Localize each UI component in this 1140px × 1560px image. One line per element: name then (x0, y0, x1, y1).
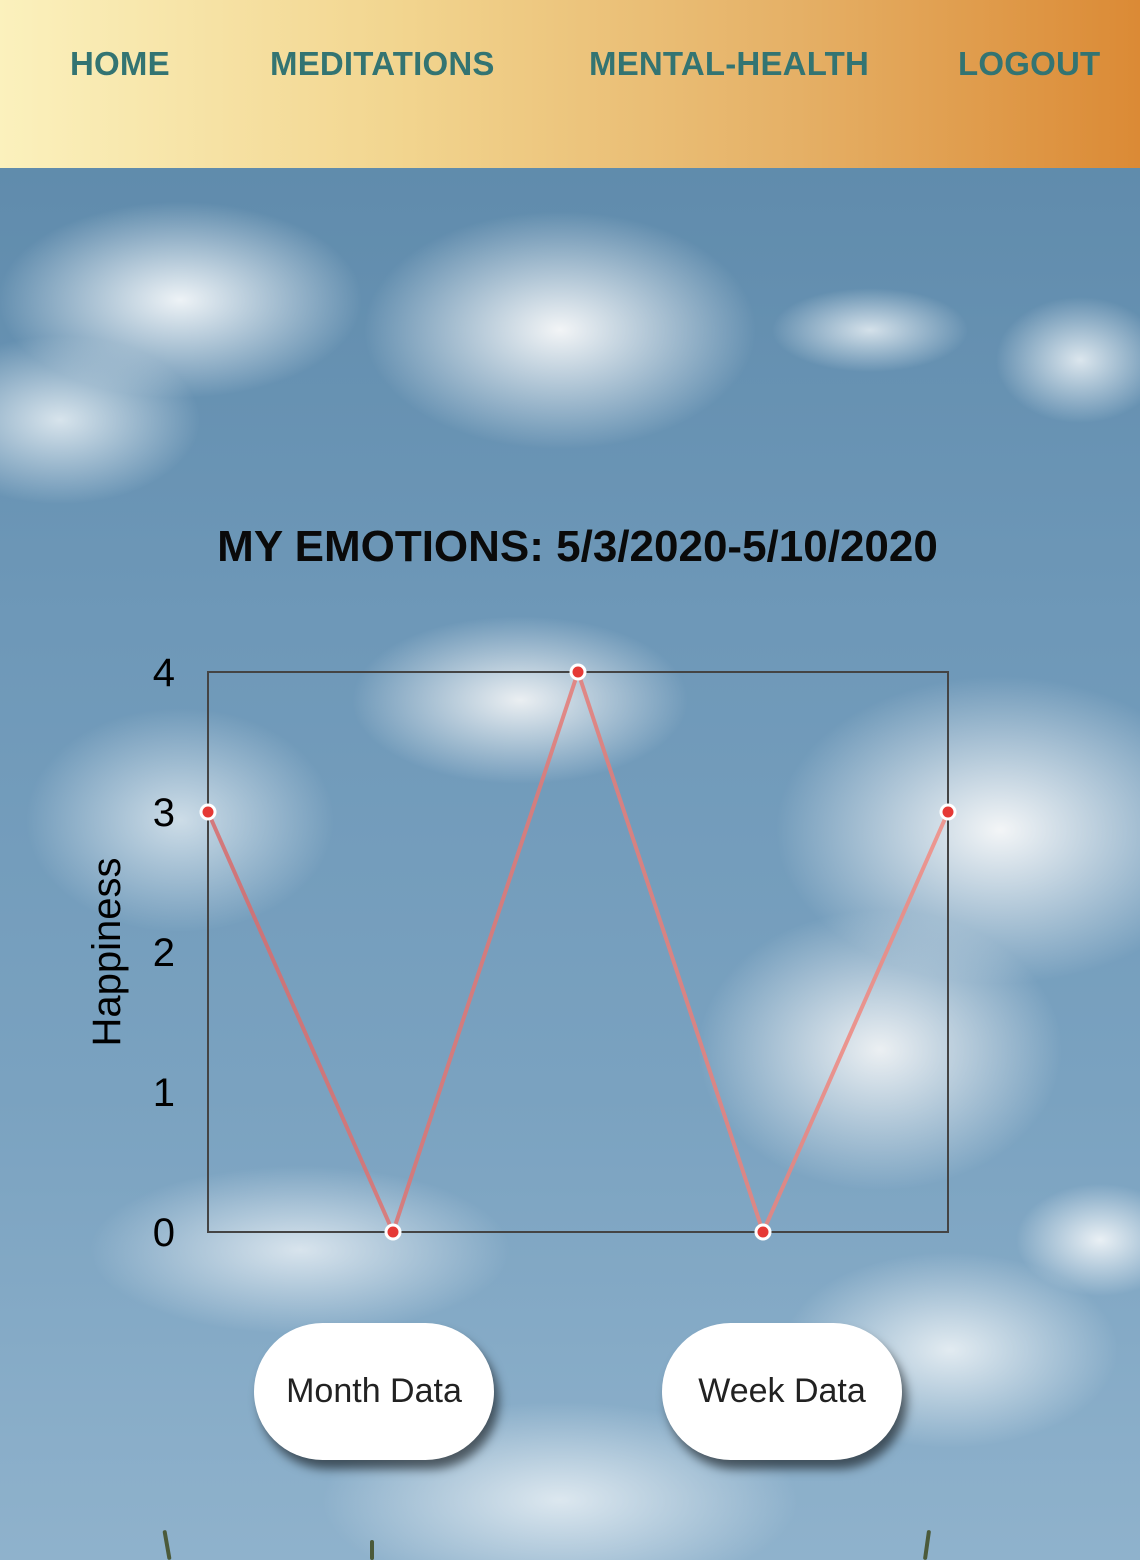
nav-mental-health-link[interactable]: MENTAL-HEALTH (589, 45, 869, 82)
nav-logout-link[interactable]: LOGOUT (958, 45, 1101, 82)
chart-title: MY EMOTIONS: 5/3/2020-5/10/2020 (217, 522, 938, 571)
plot-area-border (207, 671, 949, 1233)
data-point (384, 1223, 402, 1241)
y-tick-label: 0 (153, 1211, 175, 1255)
data-point (939, 803, 957, 821)
happiness-series-line (206, 665, 950, 1238)
y-axis-ticks: 0 1 2 3 4 (153, 651, 175, 1255)
month-data-button[interactable]: Month Data (254, 1323, 494, 1460)
data-point (569, 663, 587, 681)
week-data-button[interactable]: Week Data (662, 1323, 902, 1460)
data-point (754, 1223, 772, 1241)
y-tick-label: 1 (153, 1071, 175, 1115)
data-points (199, 663, 957, 1241)
y-axis-label: Happiness (85, 857, 129, 1046)
grass-blade (370, 1540, 374, 1560)
emotions-line-chart: 0 1 2 3 4 Happiness (85, 651, 957, 1255)
nav-meditations-link[interactable]: MEDITATIONS (270, 45, 495, 82)
y-tick-label: 3 (153, 791, 175, 835)
y-tick-label: 2 (153, 931, 175, 975)
y-tick-label: 4 (153, 651, 175, 695)
data-point (199, 803, 217, 821)
top-navbar: HOME MEDITATIONS MENTAL-HEALTH LOGOUT (0, 0, 1140, 168)
nav-home-link[interactable]: HOME (70, 45, 170, 82)
